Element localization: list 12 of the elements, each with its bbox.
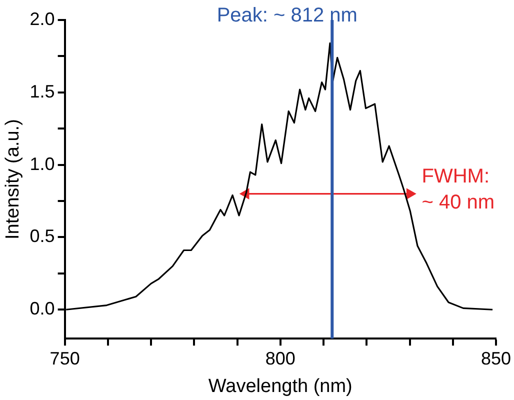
x-tick-label: 800: [265, 348, 296, 368]
annotation: FWHM: ~ 40 nm: [422, 165, 495, 214]
y-tick-label: 0.5: [30, 226, 55, 246]
ref-line-label: Peak: ~ 812 nm: [216, 4, 358, 27]
y-axis-title: Intensity (a.u.): [2, 119, 24, 240]
y-tick-label: 0.0: [30, 298, 55, 319]
y-tick-label: 2.0: [30, 8, 55, 29]
y-tick-label: 1.0: [30, 154, 55, 174]
y-tick-label: 1.5: [30, 81, 55, 102]
x-tick-label: 850: [480, 348, 512, 368]
x-tick-label: 750: [50, 348, 80, 368]
x-axis-title: Wavelength (nm): [208, 376, 352, 397]
